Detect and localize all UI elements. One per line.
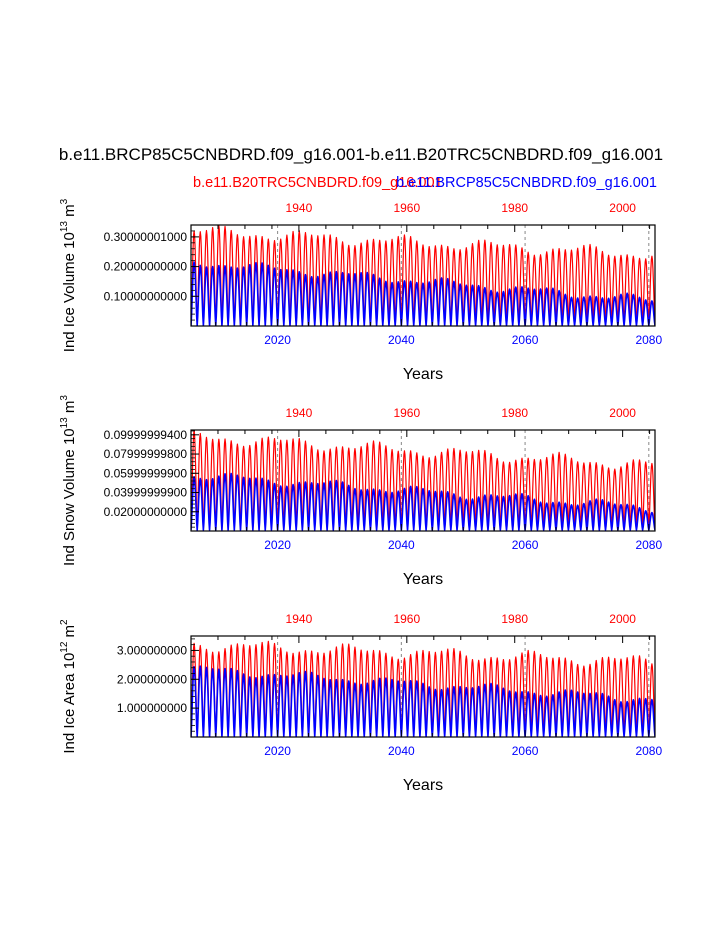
y-tick-label: 0.20000000000 <box>104 260 188 274</box>
y-axis-label: Ind Ice Area 1012 m2 <box>59 619 78 754</box>
panel-snow-volume: 2020 2040 2060 2080 1940 1960 1980 2000 0.020000… <box>59 395 662 588</box>
series-line-red <box>191 640 655 737</box>
x-tick-label-bottom: 2060 <box>512 744 539 758</box>
x-tick-label-bottom: 2080 <box>635 744 662 758</box>
x-tick-label-top: 1960 <box>393 201 420 215</box>
x-tick-label-top: 1980 <box>501 612 528 626</box>
plot-frame <box>190 429 656 532</box>
legend-blue-label: b.e11.BRCP85C5CNBDRD.f09_g16.001 <box>396 175 657 191</box>
figure-title: b.e11.BRCP85C5CNBDRD.f09_g16.001-b.e11.B… <box>59 145 663 164</box>
x-tick-label-top: 1940 <box>286 406 313 420</box>
x-tick-label-bottom: 2080 <box>635 333 662 347</box>
series-line-blue <box>191 261 655 326</box>
x-tick-label-top: 1960 <box>393 612 420 626</box>
x-tick-label-bottom: 2080 <box>635 538 662 552</box>
x-tick-label-bottom: 2020 <box>264 333 291 347</box>
y-tick-label: 0.30000001000 <box>104 230 188 244</box>
x-axis-label: Years <box>403 366 443 383</box>
series-line-blue <box>191 472 655 531</box>
y-tick-label: 0.07999999800 <box>104 447 188 461</box>
y-tick-label: 0.02000000000 <box>104 505 188 519</box>
x-tick-label-top: 1940 <box>286 612 313 626</box>
x-tick-label-top: 2000 <box>609 406 636 420</box>
y-tick-label: 3.000000000 <box>117 643 187 657</box>
legend-red-label: b.e11.B20TRC5CNBDRD.f09_g16.001 <box>193 175 443 191</box>
panel-ice-area: 2020 2040 2060 2080 1940 1960 1980 2000 1.000000… <box>59 612 662 794</box>
x-tick-label-top: 1980 <box>501 201 528 215</box>
x-tick-label-top: 1960 <box>393 406 420 420</box>
plot-frame <box>190 635 656 738</box>
x-tick-label-bottom: 2040 <box>388 744 415 758</box>
plot-frame <box>190 224 656 327</box>
x-axis-label: Years <box>403 777 443 794</box>
y-tick-label: 1.000000000 <box>117 701 187 715</box>
x-tick-label-bottom: 2020 <box>264 744 291 758</box>
x-tick-label-bottom: 2040 <box>388 333 415 347</box>
y-tick-label: 0.09999999400 <box>104 428 188 442</box>
y-axis-label: Ind Snow Volume 1013 m3 <box>59 395 78 566</box>
y-tick-label: 0.10000000000 <box>104 289 188 303</box>
panel-ice-volume: 2020 2040 2060 2080 1940 1960 1980 2000 0.100000… <box>59 198 662 383</box>
y-axis-label: Ind Ice Volume 1013 m3 <box>59 198 78 352</box>
y-tick-label: 0.03999999900 <box>104 486 188 500</box>
x-tick-label-top: 1940 <box>286 201 313 215</box>
series-line-blue <box>191 665 655 737</box>
x-tick-label-bottom: 2060 <box>512 333 539 347</box>
x-tick-label-top: 2000 <box>609 201 636 215</box>
series-line-red <box>191 430 655 530</box>
x-axis-label: Years <box>403 571 443 588</box>
x-tick-label-bottom: 2040 <box>388 538 415 552</box>
x-tick-label-top: 1980 <box>501 406 528 420</box>
x-tick-label-top: 2000 <box>609 612 636 626</box>
y-tick-label: 2.000000000 <box>117 672 187 686</box>
series-line-red <box>191 225 655 326</box>
y-tick-label: 0.05999999900 <box>104 466 188 480</box>
x-tick-label-bottom: 2060 <box>512 538 539 552</box>
x-tick-label-bottom: 2020 <box>264 538 291 552</box>
